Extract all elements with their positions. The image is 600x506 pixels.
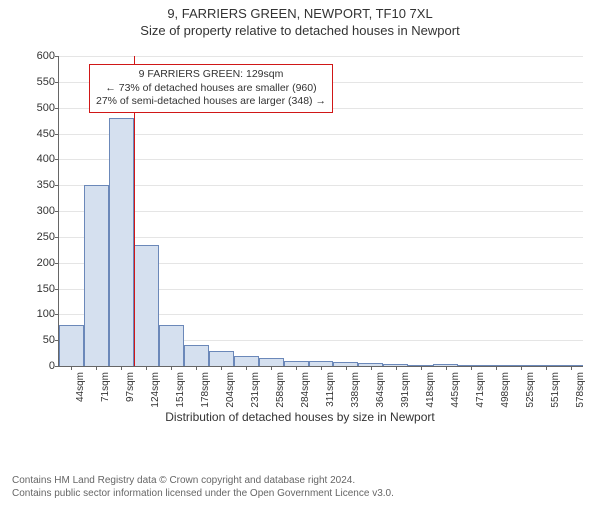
y-tick-label: 150 — [37, 283, 59, 295]
x-tick-mark — [546, 366, 547, 370]
y-tick-label: 0 — [49, 360, 59, 372]
x-tick-label: 471sqm — [475, 372, 486, 408]
x-tick-label: 44sqm — [75, 372, 86, 402]
histogram-bar — [184, 345, 209, 366]
x-tick-mark — [246, 366, 247, 370]
x-axis-label: Distribution of detached houses by size … — [0, 410, 600, 424]
gridline — [59, 159, 583, 160]
x-tick-mark — [571, 366, 572, 370]
histogram-bar — [159, 325, 184, 366]
page-title-address: 9, FARRIERS GREEN, NEWPORT, TF10 7XL — [0, 6, 600, 21]
x-tick-mark — [171, 366, 172, 370]
x-tick-label: 124sqm — [150, 372, 161, 408]
x-tick-mark — [346, 366, 347, 370]
x-tick-label: 231sqm — [250, 372, 261, 408]
x-tick-mark — [221, 366, 222, 370]
y-tick-label: 300 — [37, 205, 59, 217]
chart-container: Number of detached properties 0501001502… — [0, 46, 600, 426]
callout-line: ← 73% of detached houses are smaller (96… — [96, 82, 326, 96]
x-tick-label: 338sqm — [350, 372, 361, 408]
y-tick-label: 100 — [37, 308, 59, 320]
x-tick-label: 578sqm — [575, 372, 586, 408]
x-tick-mark — [496, 366, 497, 370]
x-tick-mark — [321, 366, 322, 370]
x-tick-mark — [396, 366, 397, 370]
x-tick-label: 97sqm — [125, 372, 136, 402]
x-tick-mark — [421, 366, 422, 370]
histogram-bar — [59, 325, 84, 366]
x-tick-label: 418sqm — [425, 372, 436, 408]
attribution-footer: Contains HM Land Registry data © Crown c… — [12, 474, 394, 500]
y-tick-label: 200 — [37, 257, 59, 269]
histogram-bar — [209, 351, 234, 367]
gridline — [59, 134, 583, 135]
x-tick-mark — [271, 366, 272, 370]
x-tick-mark — [446, 366, 447, 370]
histogram-bar — [109, 118, 134, 366]
x-tick-mark — [296, 366, 297, 370]
x-tick-mark — [371, 366, 372, 370]
x-tick-label: 525sqm — [525, 372, 536, 408]
plot-area: 05010015020025030035040045050055060044sq… — [58, 56, 583, 367]
callout-line: 27% of semi-detached houses are larger (… — [96, 95, 326, 109]
x-tick-label: 445sqm — [450, 372, 461, 408]
x-tick-mark — [521, 366, 522, 370]
y-tick-label: 250 — [37, 231, 59, 243]
callout-box: 9 FARRIERS GREEN: 129sqm← 73% of detache… — [89, 64, 333, 113]
y-tick-label: 500 — [37, 102, 59, 114]
x-tick-label: 551sqm — [550, 372, 561, 408]
gridline — [59, 211, 583, 212]
histogram-bar — [134, 245, 159, 366]
x-tick-mark — [71, 366, 72, 370]
y-tick-label: 600 — [37, 50, 59, 62]
x-tick-label: 364sqm — [375, 372, 386, 408]
gridline — [59, 56, 583, 57]
x-tick-mark — [121, 366, 122, 370]
x-tick-label: 498sqm — [500, 372, 511, 408]
x-tick-label: 204sqm — [225, 372, 236, 408]
x-tick-mark — [146, 366, 147, 370]
footer-line-1: Contains HM Land Registry data © Crown c… — [12, 474, 394, 487]
y-tick-label: 550 — [37, 76, 59, 88]
page-title-subtitle: Size of property relative to detached ho… — [0, 23, 600, 38]
histogram-bar — [234, 356, 259, 366]
x-tick-label: 391sqm — [400, 372, 411, 408]
histogram-bar — [84, 185, 109, 366]
gridline — [59, 185, 583, 186]
x-tick-label: 258sqm — [275, 372, 286, 408]
histogram-bar — [259, 358, 284, 366]
x-tick-mark — [196, 366, 197, 370]
y-tick-label: 50 — [43, 334, 59, 346]
callout-line: 9 FARRIERS GREEN: 129sqm — [96, 68, 326, 82]
x-tick-mark — [471, 366, 472, 370]
x-tick-label: 284sqm — [300, 372, 311, 408]
y-tick-label: 350 — [37, 179, 59, 191]
x-tick-label: 151sqm — [175, 372, 186, 408]
y-tick-label: 450 — [37, 128, 59, 140]
footer-line-2: Contains public sector information licen… — [12, 487, 394, 500]
x-tick-label: 178sqm — [200, 372, 211, 408]
x-tick-mark — [96, 366, 97, 370]
x-tick-label: 71sqm — [100, 372, 111, 402]
gridline — [59, 237, 583, 238]
x-tick-label: 311sqm — [325, 372, 336, 407]
y-tick-label: 400 — [37, 153, 59, 165]
